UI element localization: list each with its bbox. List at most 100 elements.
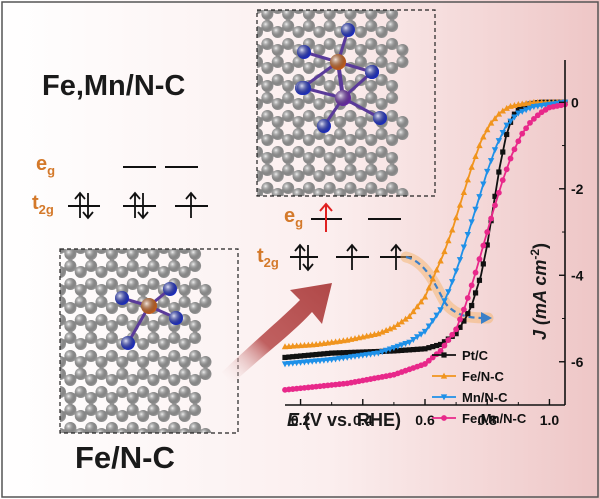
data-point [500,149,506,155]
data-point [519,130,526,137]
data-point [468,163,475,170]
data-point [320,357,328,364]
data-point [499,107,506,114]
data-point [468,282,475,289]
data-point [375,350,382,357]
data-point [414,334,421,341]
data-point [441,342,448,349]
data-point [542,102,549,109]
data-point [406,312,413,319]
data-point [488,215,495,222]
femn-nc-structure [257,10,409,196]
data-point [290,354,296,360]
data-point [394,321,401,328]
data-point [294,353,300,359]
data-point [503,122,510,129]
data-point [394,343,401,350]
data-point [468,219,475,226]
data-point [352,349,358,355]
data-point [340,355,347,362]
data-point [464,295,471,301]
data-point [336,355,343,362]
femn-nc-title: Fe,Mn/N-C [42,70,186,102]
data-point [534,103,541,110]
data-point [379,349,386,356]
eg-label: eg [36,153,56,178]
legend: Pt/C Fe/N-C Mn/N-C Fe,Mn/N-C [432,348,527,426]
data-point [379,328,386,335]
data-point [363,352,370,359]
data-point [496,169,502,175]
data-point [414,303,421,310]
x-tick-label: 0.6 [415,412,435,428]
data-point [503,104,510,111]
data-point [522,107,530,114]
data-point [492,193,498,199]
data-point [329,350,335,356]
data-point [344,349,350,356]
data-point [484,126,491,133]
spin-down-arrow [137,193,149,220]
data-point [390,345,398,352]
data-point [487,158,495,165]
data-point [375,330,382,337]
data-point [460,306,467,313]
data-point [460,188,468,195]
spin-up-arrow [346,243,358,270]
data-point [507,118,514,125]
data-point [452,214,460,221]
data-point [359,352,366,359]
fe-nc-structure [60,249,212,433]
data-point [332,350,339,356]
data-point [472,206,479,213]
data-point [347,354,355,361]
data-point [472,152,479,159]
data-point [422,361,428,367]
y-tick-label: -2 [571,181,584,197]
data-point [491,115,499,122]
data-point [297,359,304,366]
data-point [449,226,456,233]
x-tick-label: 0.4 [353,412,373,428]
spin-up-arrow [74,191,86,218]
series-fe-mn-n-c [282,101,568,393]
data-point [433,266,440,273]
data-point [515,110,522,117]
data-point [293,360,300,367]
data-point [437,307,444,314]
data-point [371,351,378,358]
data-point [499,177,506,184]
data-point [538,102,545,109]
data-point [425,357,432,364]
data-point [395,348,401,354]
data-point [417,331,425,338]
data-point [402,347,409,353]
transition-arrow [222,283,332,384]
glow-arrow [405,255,489,320]
data-point [445,337,452,344]
data-point [282,354,288,361]
data-point [452,268,460,275]
x-tick-label: 1.0 [540,412,560,428]
data-point [495,189,502,196]
data-point [406,339,413,346]
data-point [511,146,518,153]
data-point [386,346,394,353]
data-point [441,298,448,305]
data-point [441,248,448,255]
data-point [456,257,464,264]
data-point [364,349,370,355]
data-point [418,346,424,352]
data-point [445,289,452,296]
data-point [309,352,315,358]
data-point [487,119,495,126]
data-point [425,284,433,291]
data-point [499,129,506,136]
data-point [476,194,483,201]
data-point [480,133,487,140]
data-point [457,316,463,323]
spin-down-arrow [82,193,94,220]
data-point [445,237,452,244]
